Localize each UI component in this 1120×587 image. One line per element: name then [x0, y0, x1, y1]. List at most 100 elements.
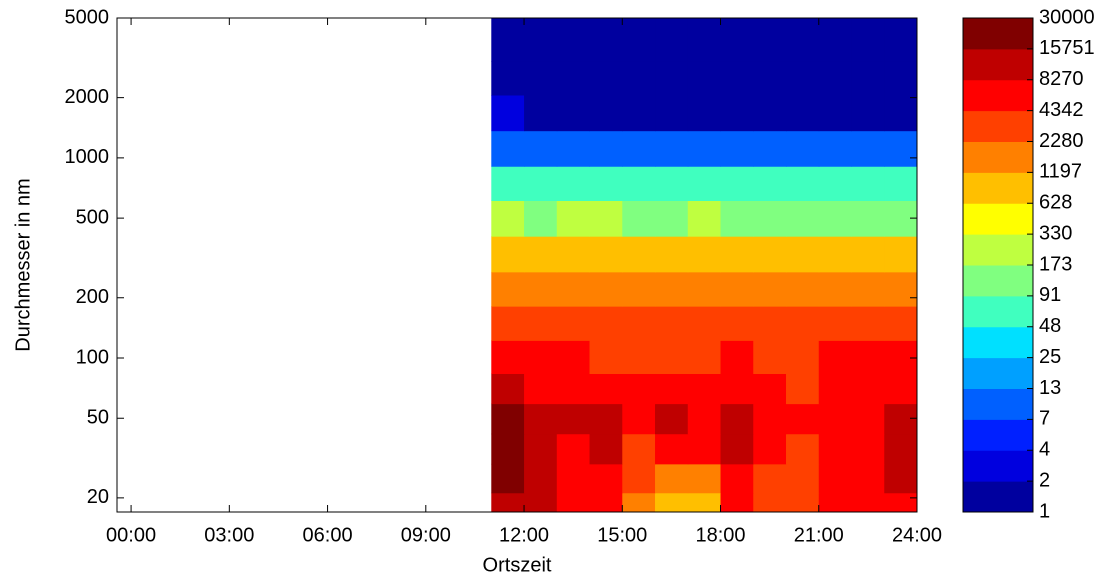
- heatmap: [491, 18, 917, 512]
- heatmap-cell: [556, 373, 591, 405]
- colorbar-tick-label: 13: [1039, 377, 1061, 399]
- x-tick-label: 06:00: [303, 524, 353, 546]
- heatmap-cell: [655, 200, 689, 237]
- heatmap-cell: [753, 61, 787, 96]
- heatmap-cell: [556, 166, 591, 202]
- heatmap-cell: [818, 403, 853, 435]
- heatmap-cell: [524, 200, 558, 237]
- heatmap-cell: [786, 95, 820, 132]
- y-tick-label: 50: [87, 407, 109, 429]
- heatmap-cell: [884, 61, 917, 96]
- heatmap-cell: [491, 271, 525, 307]
- plot-frame: [116, 17, 918, 513]
- y-axis-label: Durchmesser in nm: [12, 178, 34, 351]
- heatmap-cell: [720, 492, 754, 512]
- heatmap-cell: [524, 236, 558, 273]
- heatmap-cell: [786, 18, 820, 62]
- heatmap-cell: [753, 373, 787, 405]
- heatmap-cell: [851, 61, 885, 96]
- heatmap-cell: [720, 373, 754, 405]
- heatmap-cell: [851, 236, 885, 273]
- x-tick-label: 18:00: [695, 524, 745, 546]
- heatmap-cell: [786, 271, 820, 307]
- heatmap-cell: [818, 61, 853, 96]
- heatmap-cell: [720, 403, 754, 435]
- heatmap-cell: [720, 236, 754, 273]
- heatmap-cell: [589, 403, 623, 435]
- heatmap-cell: [818, 373, 853, 405]
- heatmap-cell: [524, 166, 558, 202]
- heatmap-cell: [589, 200, 623, 237]
- heatmap-cell: [851, 492, 885, 512]
- heatmap-cell: [622, 61, 656, 96]
- heatmap-cell: [556, 403, 591, 435]
- heatmap-cell: [720, 166, 754, 202]
- heatmap-cell: [589, 492, 623, 512]
- colorbar-tick-label: 25: [1039, 346, 1061, 368]
- heatmap-cell: [720, 18, 754, 62]
- heatmap-cell: [556, 236, 591, 273]
- heatmap-cell: [753, 166, 787, 202]
- colorbar-tick-label: 4342: [1039, 99, 1084, 121]
- x-tick-label: 15:00: [597, 524, 647, 546]
- heatmap-cell: [524, 61, 558, 96]
- heatmap-cell: [687, 306, 722, 341]
- heatmap-cell: [851, 200, 885, 237]
- heatmap-cell: [491, 130, 525, 167]
- heatmap-cell: [655, 95, 689, 132]
- colorbar-band: [963, 172, 1033, 204]
- colorbar-band: [963, 48, 1033, 81]
- heatmap-cell: [589, 340, 623, 374]
- heatmap-cell: [556, 61, 591, 96]
- heatmap-cell: [851, 306, 885, 341]
- heatmap-cell: [851, 463, 885, 494]
- heatmap-cell: [884, 18, 917, 62]
- heatmap-cell: [491, 18, 525, 62]
- heatmap-cell: [491, 61, 525, 96]
- heatmap-cell: [589, 306, 623, 341]
- heatmap-cell: [818, 463, 853, 494]
- heatmap-cell: [884, 306, 917, 341]
- heatmap-cell: [556, 130, 591, 167]
- heatmap-cell: [524, 340, 558, 374]
- colorbar-tick-label: 2280: [1039, 130, 1084, 152]
- heatmap-cell: [556, 306, 591, 341]
- heatmap-cell: [655, 18, 689, 62]
- heatmap-cell: [786, 61, 820, 96]
- heatmap-cell: [687, 340, 722, 374]
- heatmap-cell: [524, 130, 558, 167]
- heatmap-cell: [556, 463, 591, 494]
- y-tick-label: 20: [87, 486, 109, 508]
- heatmap-cell: [524, 492, 558, 512]
- heatmap-cell: [818, 271, 853, 307]
- heatmap-cell: [851, 340, 885, 374]
- colorbar-tick-label: 91: [1039, 284, 1061, 306]
- heatmap-cell: [655, 61, 689, 96]
- heatmap-cell: [786, 403, 820, 435]
- heatmap-cell: [687, 492, 722, 512]
- heatmap-cell: [753, 492, 787, 512]
- x-tick-label: 03:00: [204, 524, 254, 546]
- heatmap-cell: [818, 18, 853, 62]
- heatmap-cell: [622, 373, 656, 405]
- colorbar-tick-label: 628: [1039, 192, 1072, 214]
- heatmap-cell: [786, 340, 820, 374]
- heatmap-cell: [556, 492, 591, 512]
- heatmap-cell: [786, 130, 820, 167]
- heatmap-cell: [491, 492, 525, 512]
- heatmap-cell: [622, 340, 656, 374]
- heatmap-cell: [720, 433, 754, 465]
- colorbar-band: [963, 234, 1033, 266]
- heatmap-cell: [851, 373, 885, 405]
- heatmap-cell: [720, 463, 754, 494]
- heatmap-cell: [622, 403, 656, 435]
- colorbar-band: [963, 265, 1033, 297]
- heatmap-cell: [818, 433, 853, 465]
- heatmap-cell: [622, 492, 656, 512]
- y-tick-label: 100: [76, 346, 109, 368]
- heatmap-cell: [884, 236, 917, 273]
- heatmap-cell: [622, 166, 656, 202]
- colorbar-band: [963, 419, 1033, 451]
- heatmap-cell: [753, 18, 787, 62]
